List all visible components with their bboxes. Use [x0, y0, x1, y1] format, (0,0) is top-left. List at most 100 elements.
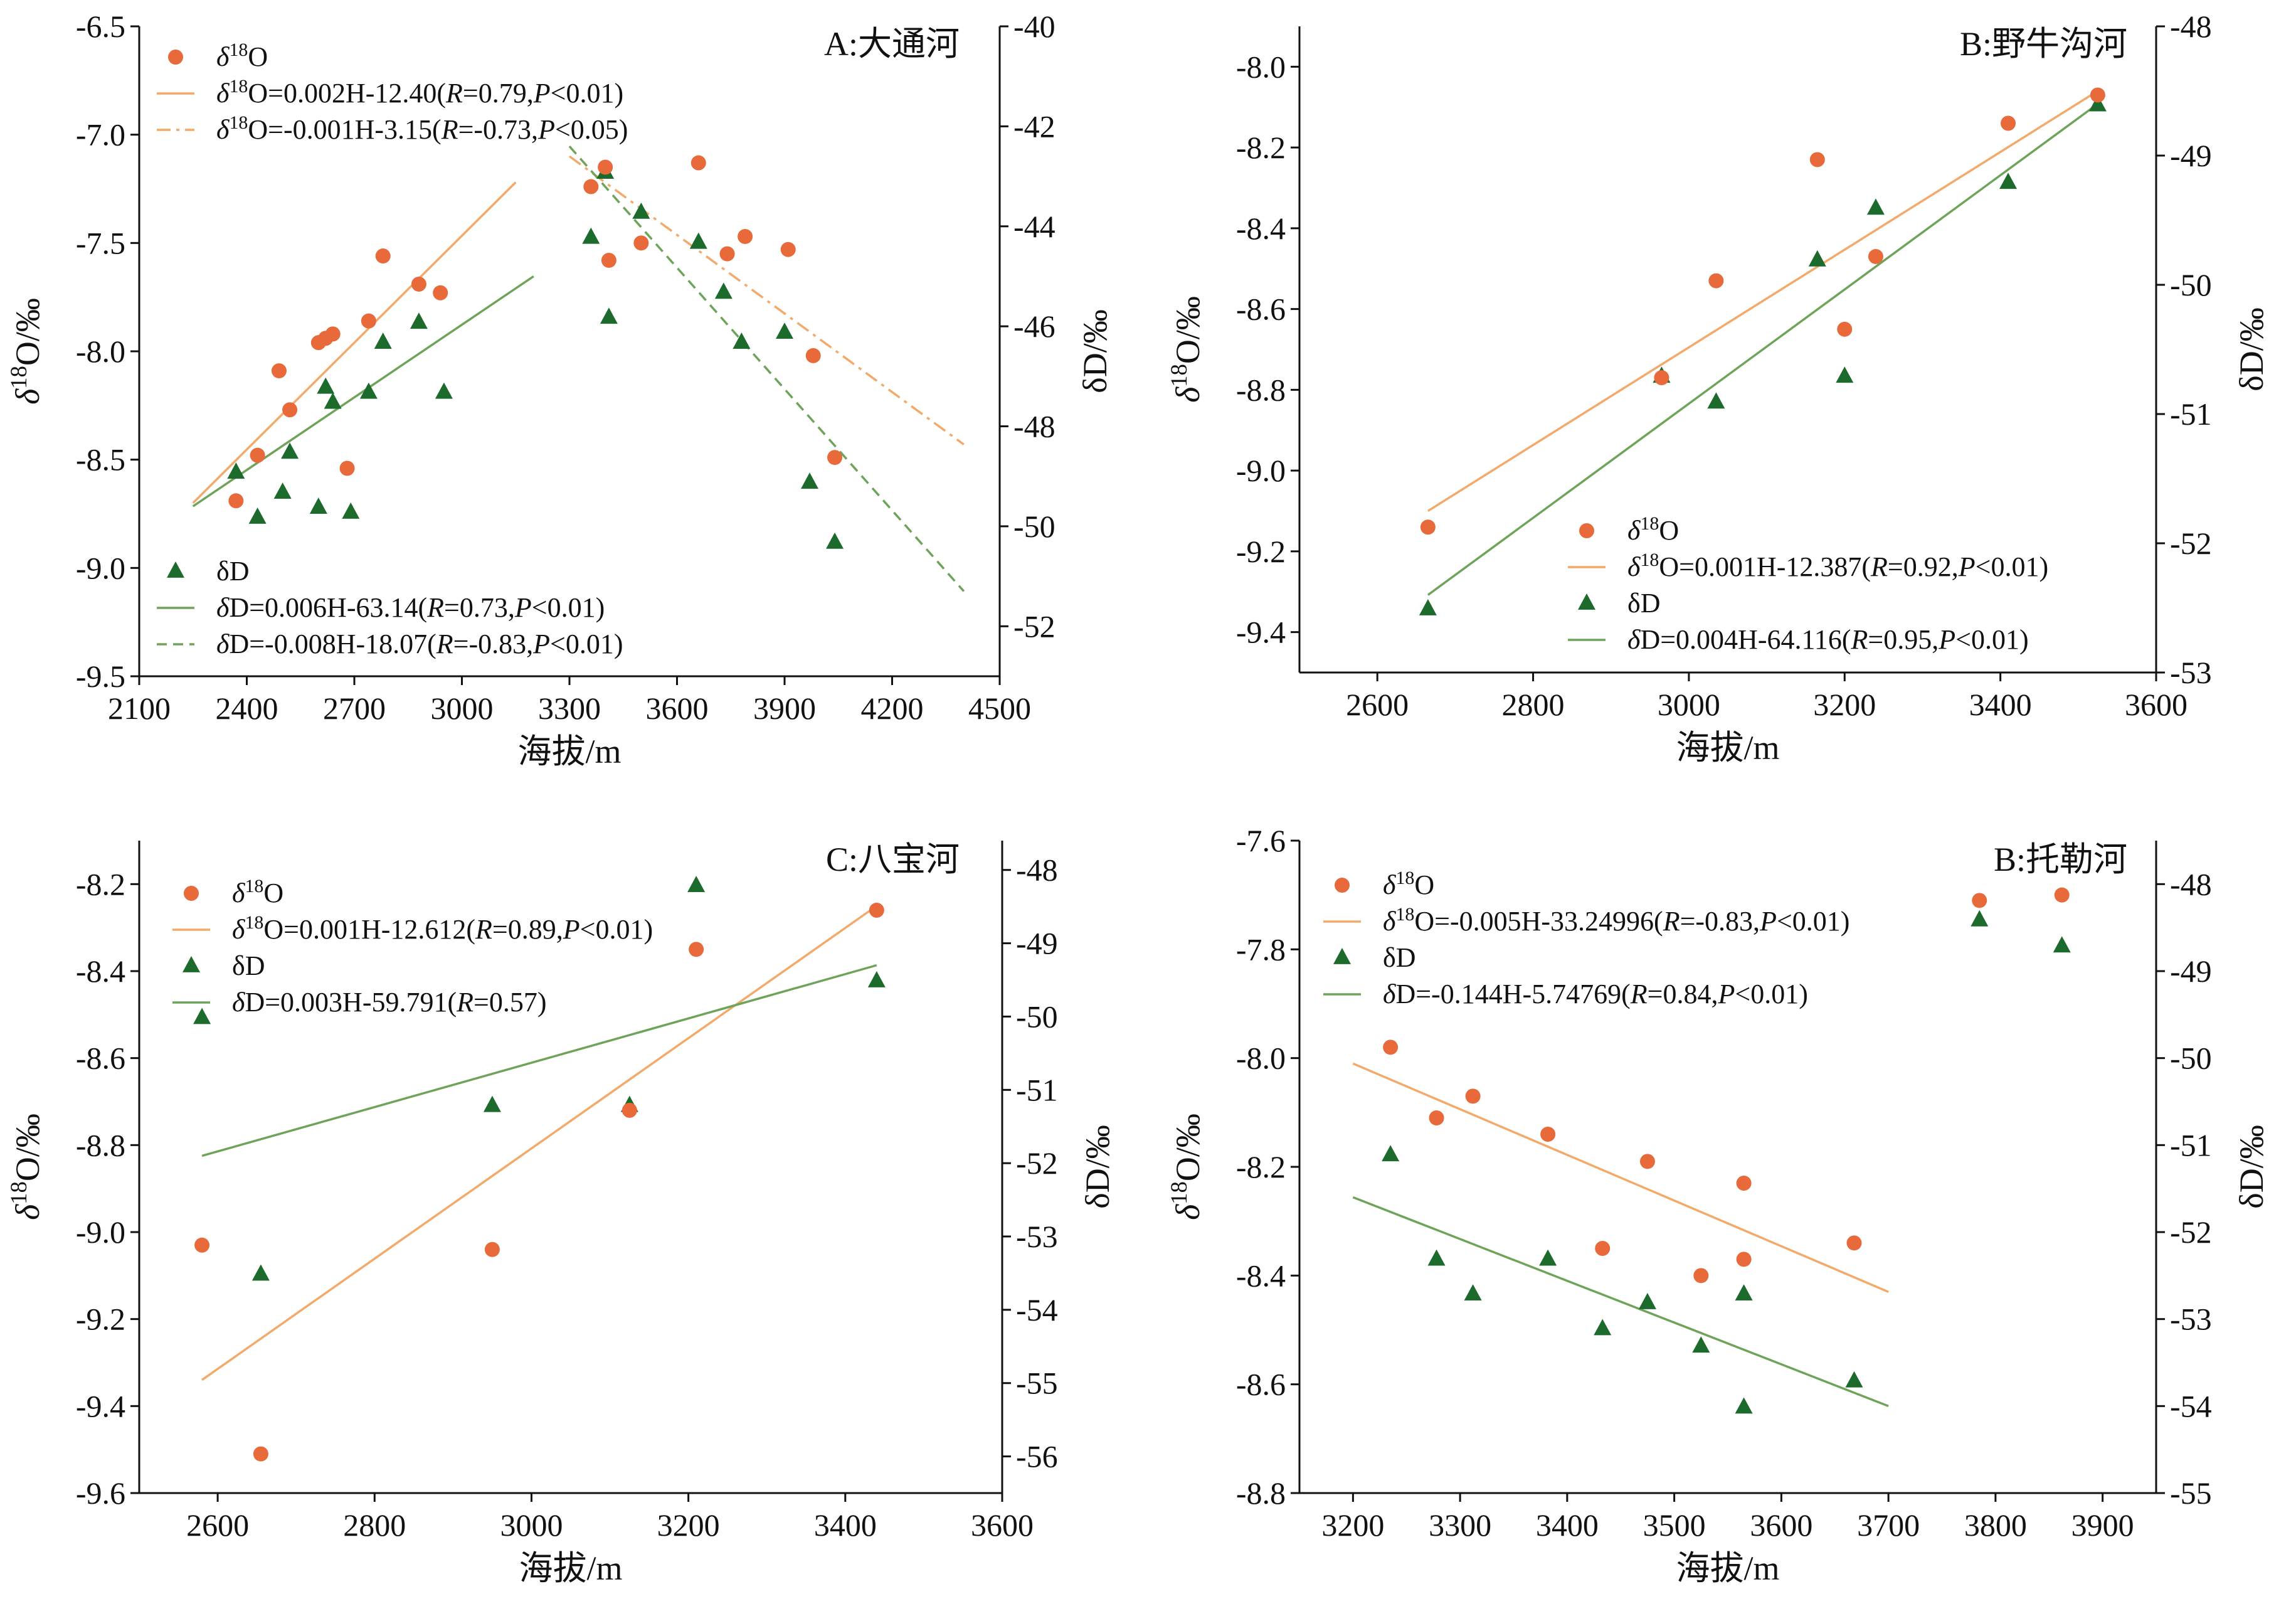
x-tick-label: 3200: [657, 1507, 720, 1543]
x-axis-label: 海拔/m: [1676, 1550, 1779, 1587]
y2-tick-label: -42: [1013, 109, 1055, 144]
dd-point: [1845, 1371, 1863, 1388]
o18-point: [325, 326, 341, 342]
dd-point: [2088, 95, 2107, 112]
dd-point: [1464, 1284, 1482, 1300]
y2-tick-label: -44: [1013, 209, 1055, 244]
o18-point: [253, 1446, 268, 1462]
y2-tick-label: -50: [1013, 509, 1055, 544]
y2-tick-label: -51: [2170, 1127, 2212, 1162]
y-tick-label: -9.0: [76, 550, 125, 585]
x-axis-label: 海拔/m: [519, 1550, 622, 1587]
dd-point: [1638, 1292, 1656, 1309]
o18-point: [2054, 887, 2070, 903]
y2-tick-label: -40: [1013, 9, 1055, 44]
y2-axis-label: δD/‰: [1079, 1125, 1116, 1208]
y-axis-label: δ18O/‰: [1166, 1114, 1207, 1220]
y2-tick-label: -51: [1016, 1072, 1058, 1107]
x-tick-label: 3000: [431, 691, 494, 726]
legend: δ18O δ18O=0.001H-12.387(R=0.92,P<0.01) δD δ…: [1568, 513, 2048, 655]
y-tick-label: -9.6: [76, 1475, 125, 1511]
y2-tick-label: -48: [2170, 866, 2212, 901]
y-tick-label: -9.5: [76, 659, 125, 694]
dd-point: [687, 876, 706, 893]
x-tick-label: 3600: [971, 1507, 1034, 1543]
legend: δ18Oδ18O=-0.005H-33.24996(R=-0.83,P<0.01…: [1323, 868, 1849, 1009]
legend-dd-label: δD: [1383, 942, 1416, 973]
dd-point: [1999, 173, 2018, 189]
dd-point: [359, 382, 378, 399]
dd-point: [227, 462, 245, 479]
x-tick-label: 3600: [1750, 1507, 1812, 1543]
y2-tick-label: -54: [2170, 1388, 2212, 1423]
dd-point: [193, 1008, 211, 1024]
y2-tick-label: -52: [2170, 1215, 2212, 1250]
o18-point: [484, 1241, 500, 1257]
dd-point: [273, 482, 292, 499]
legend-o18-fit1: δ18O=0.002H-12.40(R=0.79,P<0.01): [216, 76, 623, 109]
o18-point: [738, 228, 753, 244]
legend-o18-label: δ18O: [1627, 513, 1679, 546]
o18-point: [1868, 248, 1883, 264]
legend-o18-label: δ18O: [232, 876, 283, 909]
x-tick-label: 4200: [861, 691, 924, 726]
o18-point: [1837, 321, 1853, 337]
legend-o18-fit1: δ18O=-0.005H-33.24996(R=-0.83,P<0.01): [1383, 904, 1849, 937]
panel-title: A:大通河: [824, 25, 960, 63]
dd-point: [733, 332, 751, 349]
x-tick-label: 2800: [1502, 687, 1565, 722]
dd-point: [317, 377, 335, 394]
dd-point: [582, 227, 600, 244]
legend-o18-fit1: δ18O=0.001H-12.612(R=0.89,P<0.01): [232, 912, 653, 945]
dd-point: [689, 232, 707, 249]
dd-point: [1539, 1249, 1557, 1266]
y2-tick-label: -53: [1016, 1219, 1058, 1254]
dd-point: [714, 282, 733, 299]
y2-tick-label: -48: [2170, 9, 2212, 44]
dd-point: [309, 497, 327, 514]
y-tick-label: -7.8: [1236, 932, 1286, 967]
o18-point: [1465, 1088, 1481, 1104]
x-tick-label: 2600: [186, 1507, 249, 1543]
legend-dd-fit1: δD=-0.144H-5.74769(R=0.84,P<0.01): [1383, 979, 1808, 1009]
dd-point: [1971, 910, 1989, 927]
y-tick-label: -8.0: [1236, 1041, 1286, 1076]
o18-point: [1420, 519, 1436, 535]
y-axis-label: δ18O/‰: [6, 298, 47, 405]
y-tick-label: -8.6: [1236, 1367, 1286, 1402]
y-tick-label: -8.4: [1236, 211, 1286, 246]
o18-point: [780, 242, 796, 257]
y2-tick-label: -55: [2170, 1475, 2212, 1511]
x-tick-label: 3900: [2071, 1507, 2134, 1543]
dd-point: [483, 1095, 501, 1112]
o18-point: [1846, 1235, 1862, 1251]
dd-point: [632, 202, 650, 219]
y-tick-label: -8.0: [76, 334, 125, 369]
y2-tick-label: -53: [2170, 1302, 2212, 1337]
o18-point: [827, 450, 843, 465]
y-tick-label: -8.8: [1236, 372, 1286, 407]
legend: δ18Oδ18O=0.002H-12.40(R=0.79,P<0.01)δ18O…: [157, 40, 628, 659]
legend-o18-marker: [1579, 523, 1594, 538]
o18-point: [598, 159, 613, 175]
legend-o18-fit2: δ18O=-0.001H-3.15(R=-0.73,P<0.05): [216, 112, 628, 146]
y-tick-label: -9.0: [76, 1215, 125, 1250]
legend-dd-marker: [167, 561, 184, 578]
o18-point: [271, 363, 287, 379]
panel-c: 2600 2800 3000 3200 3400 3600 -9.6 -9.4 -9.2 -9.0…: [6, 841, 1116, 1587]
legend-o18-label: δ18O: [216, 40, 268, 73]
dd-fit-line: [1352, 1196, 1889, 1407]
dd-point: [374, 332, 392, 349]
o18-point: [1654, 370, 1669, 386]
o18-point: [2001, 115, 2016, 131]
y2-tick-label: -48: [1013, 409, 1055, 444]
o18-point: [228, 493, 244, 509]
dd-point: [826, 532, 844, 549]
x-tick-label: 3700: [1857, 1507, 1920, 1543]
x-tick-label: 3600: [646, 691, 709, 726]
o18-point: [633, 235, 649, 251]
o18-fit-line: [1427, 90, 2098, 512]
panel-title: B:野牛沟河: [1960, 25, 2127, 63]
